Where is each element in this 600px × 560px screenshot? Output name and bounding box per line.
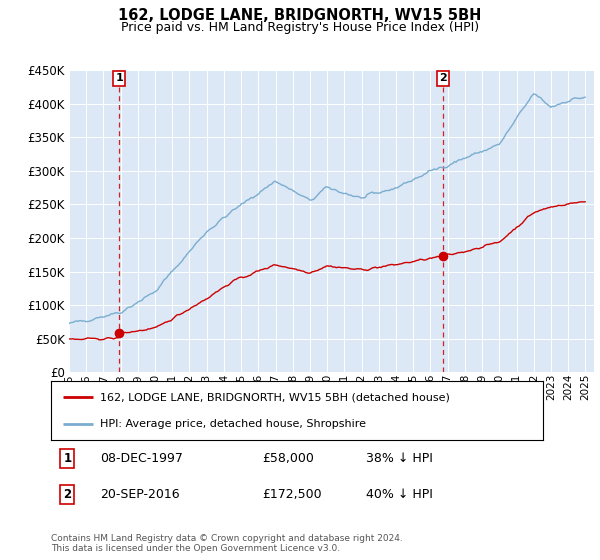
Text: Contains HM Land Registry data © Crown copyright and database right 2024.
This d: Contains HM Land Registry data © Crown c… [51, 534, 403, 553]
Text: 08-DEC-1997: 08-DEC-1997 [100, 452, 183, 465]
Text: Price paid vs. HM Land Registry's House Price Index (HPI): Price paid vs. HM Land Registry's House … [121, 21, 479, 34]
Text: £172,500: £172,500 [263, 488, 322, 501]
Text: HPI: Average price, detached house, Shropshire: HPI: Average price, detached house, Shro… [100, 419, 366, 429]
Text: 38% ↓ HPI: 38% ↓ HPI [366, 452, 433, 465]
Text: 20-SEP-2016: 20-SEP-2016 [100, 488, 180, 501]
Text: 1: 1 [115, 73, 123, 83]
Text: £58,000: £58,000 [263, 452, 314, 465]
Text: 162, LODGE LANE, BRIDGNORTH, WV15 5BH (detached house): 162, LODGE LANE, BRIDGNORTH, WV15 5BH (d… [100, 392, 450, 402]
Text: 2: 2 [439, 73, 447, 83]
Text: 40% ↓ HPI: 40% ↓ HPI [366, 488, 433, 501]
Text: 1: 1 [64, 452, 71, 465]
Text: 2: 2 [64, 488, 71, 501]
Text: 162, LODGE LANE, BRIDGNORTH, WV15 5BH: 162, LODGE LANE, BRIDGNORTH, WV15 5BH [118, 8, 482, 24]
